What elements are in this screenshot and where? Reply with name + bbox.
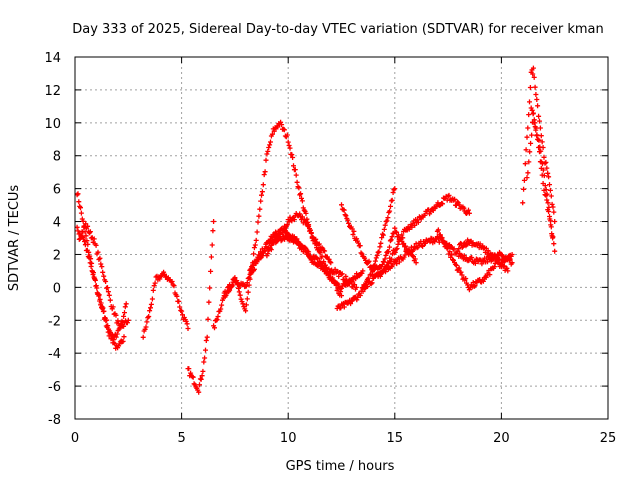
x-tick-label: 20 xyxy=(493,431,510,446)
x-axis-title: GPS time / hours xyxy=(286,459,395,474)
series-markers xyxy=(140,269,191,340)
x-tick-label: 10 xyxy=(280,431,297,446)
y-tick-label: 8 xyxy=(53,150,61,165)
y-tick-label: 4 xyxy=(53,216,61,231)
plot-frame xyxy=(74,56,609,420)
y-tick-label: -8 xyxy=(48,413,61,428)
series-markers xyxy=(528,105,558,254)
series-track-15 xyxy=(456,237,515,267)
y-tick-label: 14 xyxy=(44,51,61,66)
series-markers xyxy=(76,221,131,329)
chart-title: Day 333 of 2025, Sidereal Day-to-day VTE… xyxy=(72,22,604,37)
y-tick-label: 2 xyxy=(53,248,61,263)
series-markers xyxy=(456,237,515,267)
y-tick-label: 0 xyxy=(53,281,61,296)
x-tick-label: 5 xyxy=(177,431,185,446)
series-track-9 xyxy=(264,211,334,266)
series-track-4 xyxy=(140,269,191,340)
y-tick-label: -6 xyxy=(48,380,61,395)
axis-ticks: 0 5 10 15 20 25 -8 -6 -4 -2 0 2 4 6 8 10 12 14 xyxy=(44,51,616,446)
y-tick-label: 12 xyxy=(44,84,61,99)
data-series xyxy=(74,65,558,395)
series-track-16 xyxy=(520,65,558,224)
series-track-5 xyxy=(185,219,217,395)
series-track-3 xyxy=(76,221,131,329)
x-tick-label: 25 xyxy=(600,431,617,446)
series-track-18 xyxy=(528,105,558,254)
x-tick-label: 15 xyxy=(387,431,404,446)
y-tick-label: -2 xyxy=(48,314,61,329)
series-markers xyxy=(264,211,334,266)
series-markers xyxy=(185,219,217,395)
y-tick-label: -4 xyxy=(48,347,61,362)
x-tick-label: 0 xyxy=(71,431,79,446)
series-markers xyxy=(371,234,515,281)
series-markers xyxy=(520,65,558,224)
y-tick-label: 6 xyxy=(53,183,61,198)
series-track-13 xyxy=(371,234,515,281)
y-tick-label: 10 xyxy=(44,117,61,132)
y-axis-title: SDTVAR / TECUs xyxy=(7,185,22,292)
